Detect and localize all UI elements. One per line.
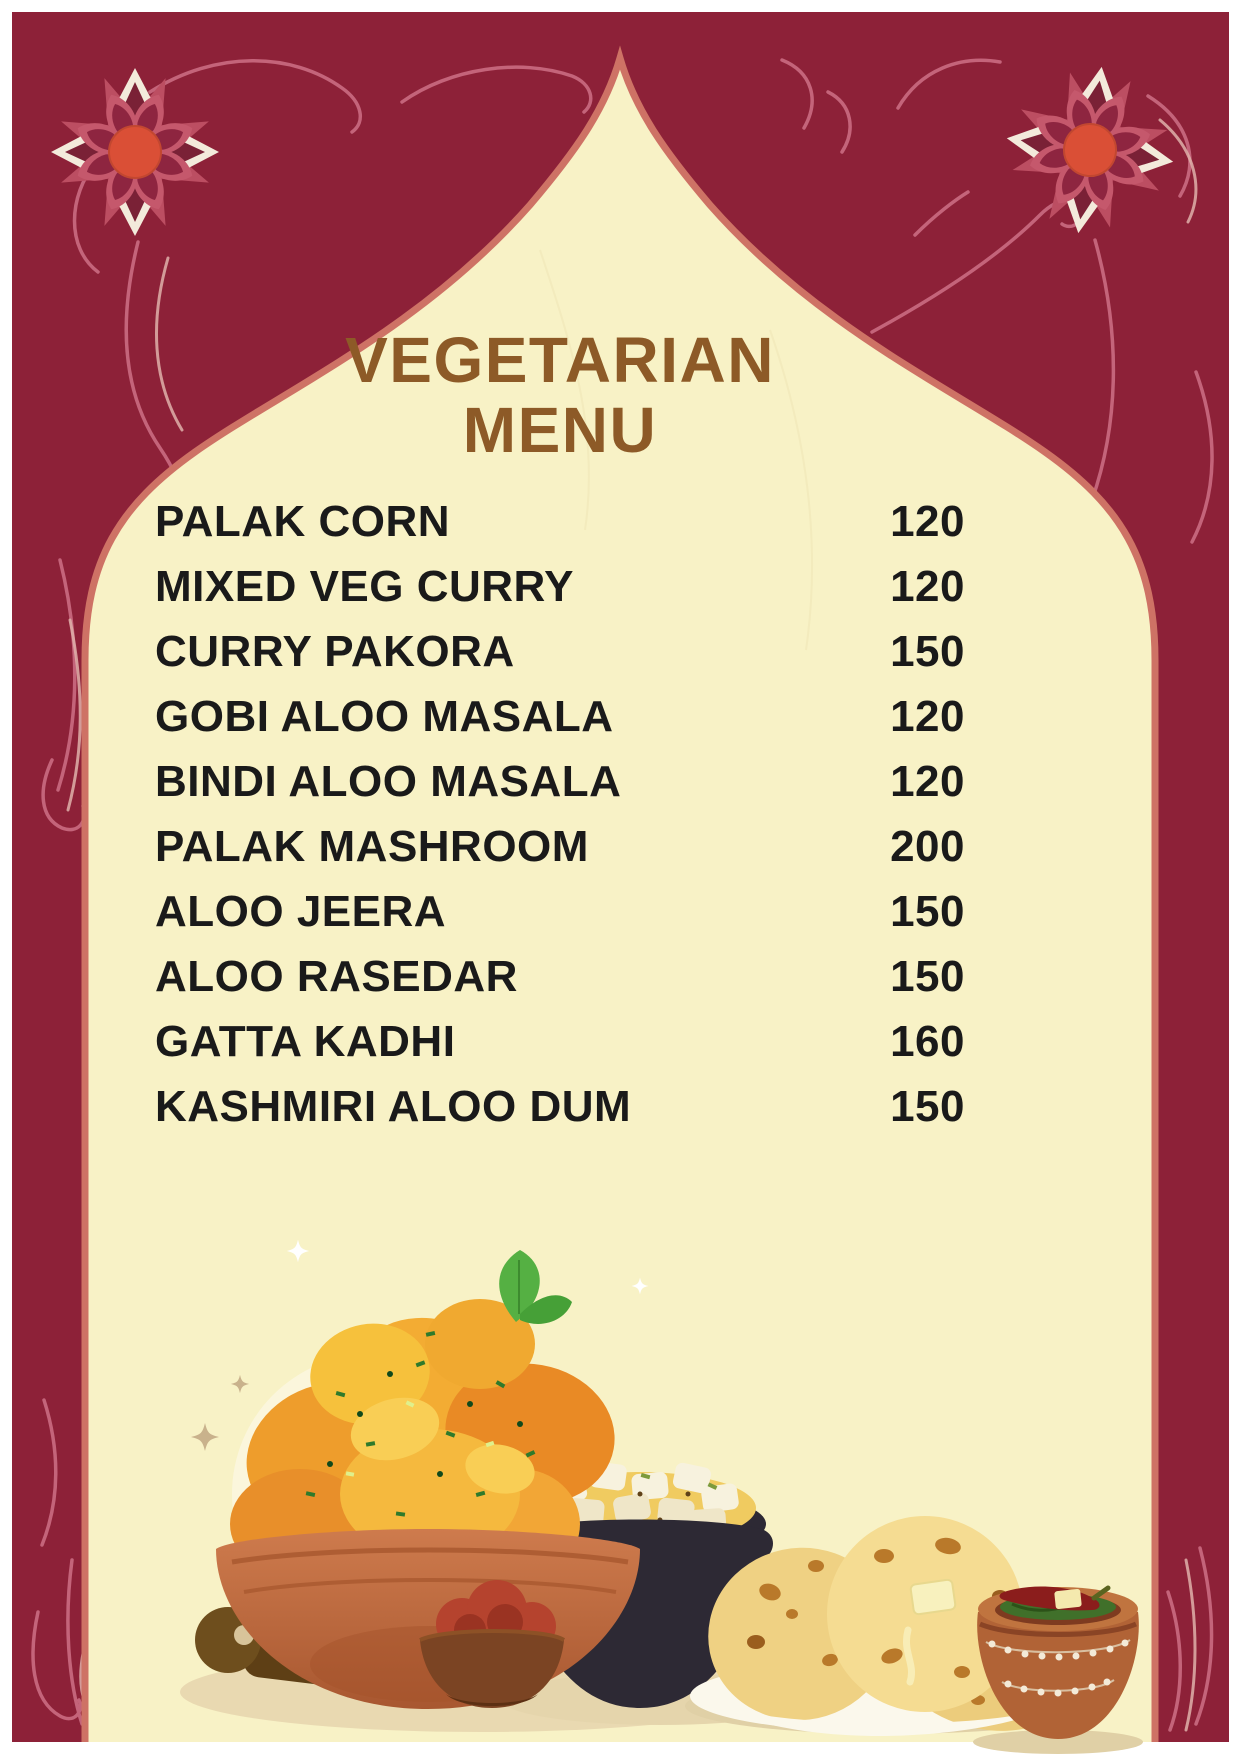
menu-item-name: PALAK CORN <box>155 497 451 546</box>
menu-item-row: GATTA KADHI 160 <box>155 1017 965 1082</box>
menu-item-row: BINDI ALOO MASALA 120 <box>155 757 965 822</box>
menu-item-name: CURRY PAKORA <box>155 627 515 676</box>
food-illustration <box>180 1239 1143 1754</box>
menu-item-name: GOBI ALOO MASALA <box>155 692 614 741</box>
arch-edge <box>81 45 1159 1742</box>
menu-item-row: KASHMIRI ALOO DUM 150 <box>155 1082 965 1147</box>
menu-item-price: 200 <box>890 822 965 871</box>
menu-list: PALAK CORN 120 MIXED VEG CURRY 120 CURRY… <box>155 497 965 1147</box>
pakora-bowl-illustration <box>216 1250 640 1709</box>
menu-item-name: MIXED VEG CURRY <box>155 562 575 611</box>
menu-item-name: ALOO RASEDAR <box>155 952 518 1001</box>
menu-item-name: GATTA KADHI <box>155 1017 456 1066</box>
menu-item-name: KASHMIRI ALOO DUM <box>155 1082 632 1131</box>
menu-item-price: 160 <box>890 1017 965 1066</box>
paper-texture-lines <box>539 249 814 651</box>
menu-item-row: MIXED VEG CURRY 120 <box>155 562 965 627</box>
page-title: VEGETARIAN MENU <box>345 323 775 467</box>
menu-item-price: 150 <box>890 1082 965 1131</box>
menu-item-name: PALAK MASHROOM <box>155 822 589 871</box>
menu-item-name: ALOO JEERA <box>155 887 447 936</box>
saag-pot-illustration <box>977 1585 1139 1739</box>
menu-item-row: GOBI ALOO MASALA 120 <box>155 692 965 757</box>
menu-item-name: BINDI ALOO MASALA <box>155 757 622 806</box>
menu-item-price: 150 <box>890 627 965 676</box>
floor-shadow <box>973 1730 1143 1754</box>
menu-item-price: 120 <box>890 692 965 741</box>
menu-item-row: PALAK MASHROOM 200 <box>155 822 965 887</box>
arch-panel <box>85 58 1155 1742</box>
menu-item-row: PALAK CORN 120 <box>155 497 965 562</box>
butter-pat <box>909 1578 957 1616</box>
menu-content: VEGETARIAN MENU PALAK CORN 120 MIXED VEG… <box>155 0 965 1754</box>
menu-item-row: ALOO JEERA 150 <box>155 887 965 952</box>
menu-item-price: 120 <box>890 497 965 546</box>
menu-item-price: 120 <box>890 757 965 806</box>
menu-item-price: 150 <box>890 952 965 1001</box>
menu-item-price: 150 <box>890 887 965 936</box>
menu-item-row: ALOO RASEDAR 150 <box>155 952 965 1017</box>
butter-cube <box>1054 1588 1082 1610</box>
menu-item-row: CURRY PAKORA 150 <box>155 627 965 692</box>
menu-item-price: 120 <box>890 562 965 611</box>
chutney-bowl-illustration <box>419 1580 566 1708</box>
